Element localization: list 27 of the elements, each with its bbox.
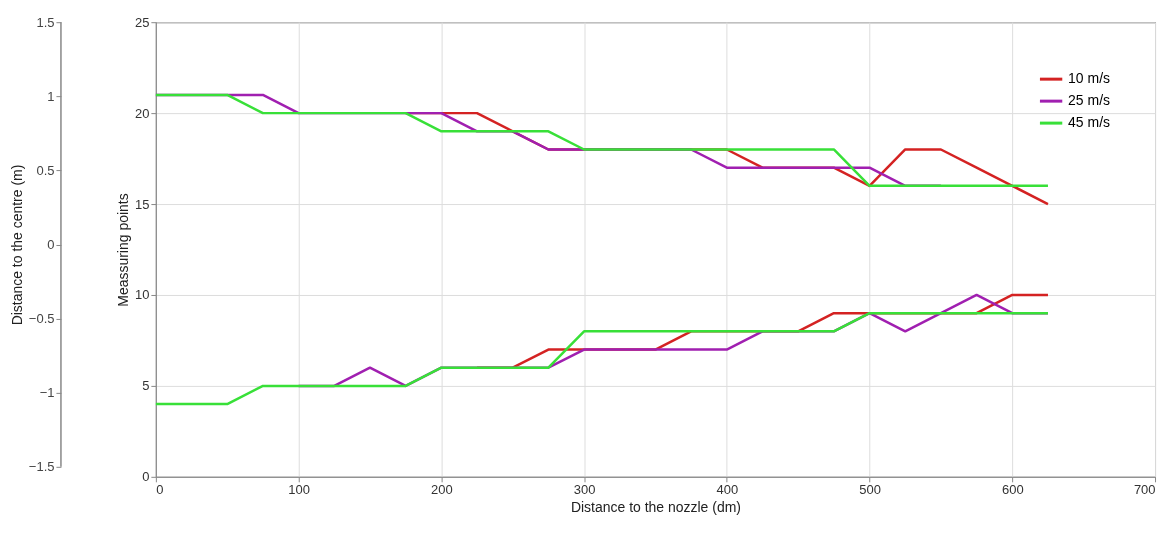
y2-tick-label: 1 <box>47 88 55 104</box>
x-tick-label: 400 <box>716 482 739 498</box>
y-axis-title: Meassuring points <box>114 193 131 307</box>
y-tick-label: 25 <box>134 14 150 30</box>
y-tick-label: 15 <box>134 196 150 212</box>
x-tick-label: 0 <box>156 482 164 498</box>
y2-tick-label: 0.5 <box>36 162 55 178</box>
legend-label: 25 m/s <box>1068 92 1111 109</box>
legend-label: 45 m/s <box>1068 114 1111 131</box>
x-tick-label: 300 <box>573 482 596 498</box>
x-tick-label: 500 <box>859 482 881 498</box>
y2-tick-label: −1 <box>39 385 55 401</box>
x-tick-label: 700 <box>1133 482 1156 498</box>
x-tick-label: 200 <box>431 482 453 498</box>
y2-tick-label: 1.5 <box>36 14 55 30</box>
x-tick-label: 100 <box>288 482 310 498</box>
y-tick-label: 5 <box>142 378 150 394</box>
y-tick-label: 20 <box>134 105 150 121</box>
y-tick-label: 0 <box>142 469 150 485</box>
y2-tick-label: −0.5 <box>28 311 55 327</box>
legend-label: 10 m/s <box>1068 70 1111 87</box>
y2-axis-title: Distance to the centre (m) <box>8 164 25 326</box>
x-axis-title: Distance to the nozzle (dm) <box>570 499 741 516</box>
y-tick-label: 10 <box>134 287 150 303</box>
x-tick-label: 600 <box>1001 482 1024 498</box>
y2-tick-label: −1.5 <box>28 459 55 475</box>
y2-tick-label: 0 <box>47 237 55 253</box>
